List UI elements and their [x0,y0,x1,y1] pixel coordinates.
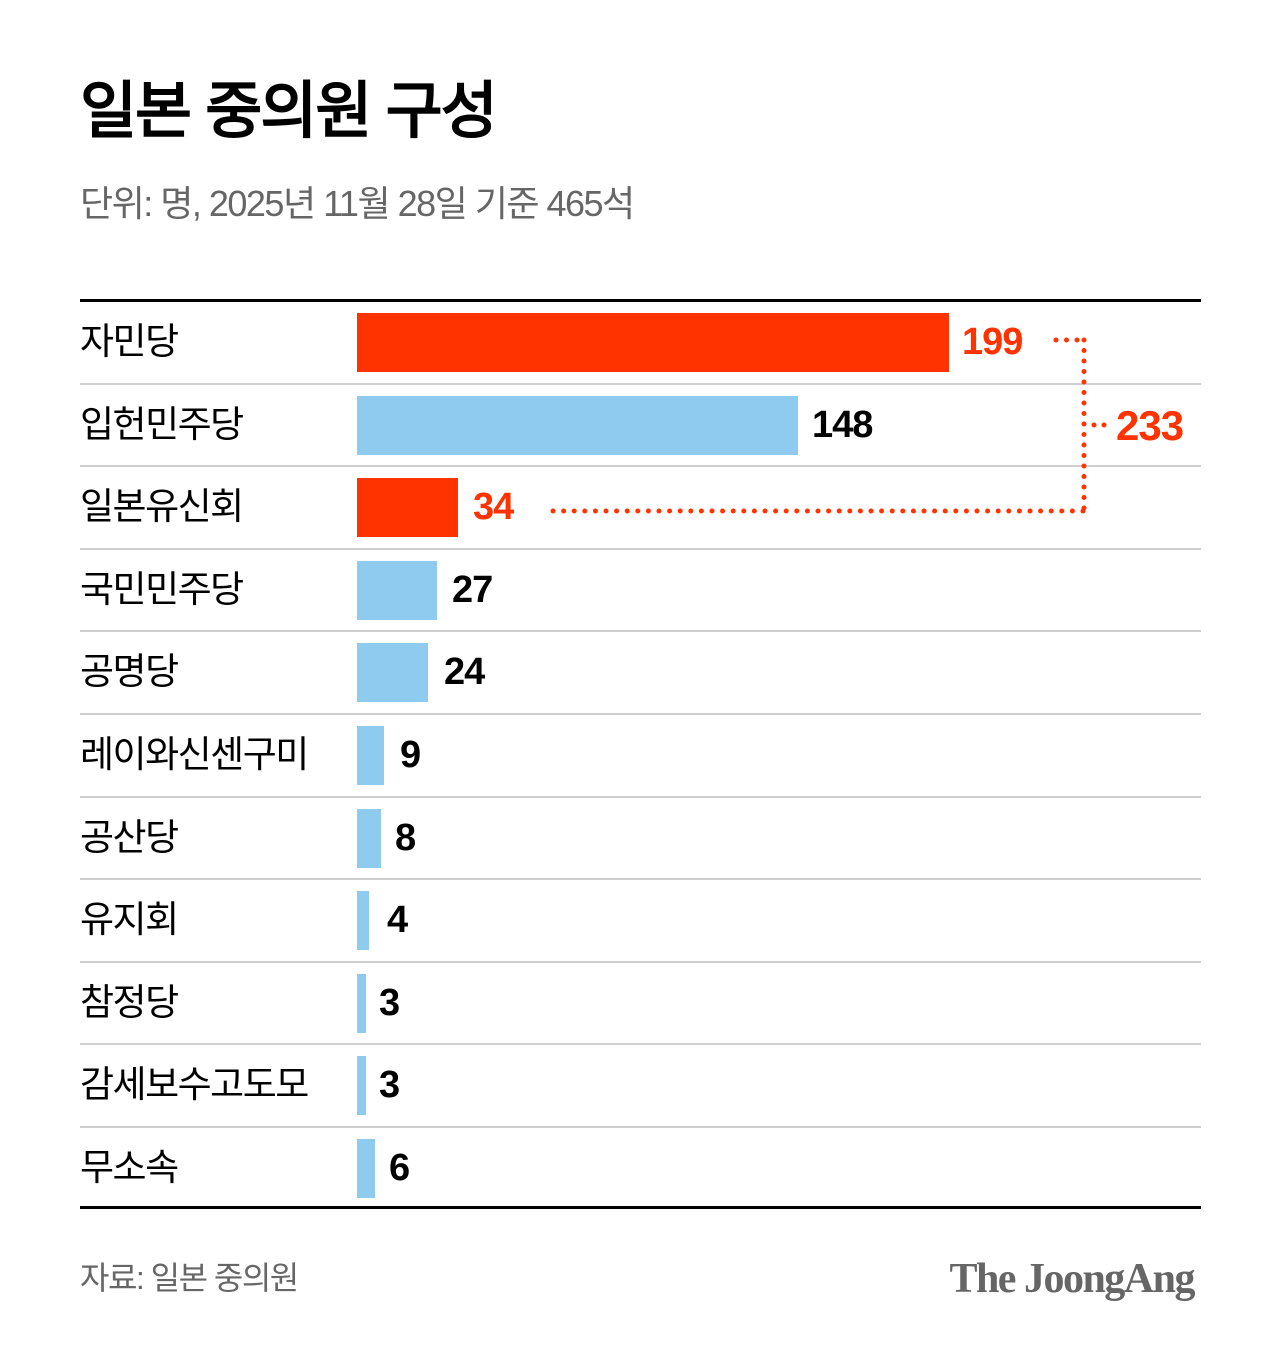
seat-value: 3 [379,981,400,1024]
seat-value: 9 [400,733,421,776]
seat-value: 3 [379,1064,400,1107]
seat-value: 27 [452,568,493,611]
bar-row: 참정당 3 [80,963,1201,1046]
bar [357,643,428,703]
bar-row: 감세보수고도모 3 [80,1045,1201,1128]
seat-value: 6 [389,1146,410,1189]
bar-row: 공산당 8 [80,798,1201,881]
bar [357,395,798,455]
party-label: 유지회 [80,899,179,941]
seat-value: 8 [395,816,416,859]
party-label: 공명당 [80,651,179,693]
bar [357,313,949,372]
bar [357,1056,366,1116]
source-note: 자료: 일본 중의원 [80,1260,299,1296]
party-label: 자민당 [80,321,179,362]
party-label: 국민민주당 [80,568,244,610]
bar-row: 국민민주당 27 [80,550,1201,633]
party-label: 무소속 [80,1146,179,1188]
seat-value: 199 [962,321,1023,363]
combined-total: 233 [1116,402,1184,449]
party-label: 참정당 [80,981,179,1023]
bar [357,1138,375,1198]
seat-value: 4 [387,899,408,942]
bar-row: 일본유신회 34 [80,467,1201,550]
bar-row: 유지회 4 [80,880,1201,963]
bar-row: 공명당 24 [80,632,1201,715]
seat-value: 34 [473,486,514,529]
party-label: 일본유신회 [80,486,244,528]
party-label: 공산당 [80,816,179,858]
bar [357,973,366,1033]
bar-row: 레이와신센구미 9 [80,715,1201,798]
bar-row: 자민당 199 [80,302,1201,385]
bar [357,808,381,868]
party-label: 레이와신센구미 [80,733,309,775]
bar-row: 입헌민주당 148 [80,385,1201,468]
bar [357,560,437,620]
party-label: 감세보수고도모 [80,1064,309,1106]
seat-value: 24 [444,651,485,694]
seat-value: 148 [812,403,873,446]
bar-chart: 자민당 199 입헌민주당 148 일본유신회 34 국민민주당 27 공명당 … [80,302,1201,1209]
chart-subtitle: 단위: 명, 2025년 11월 28일 기준 465석 [80,183,635,224]
party-label: 입헌민주당 [80,403,244,445]
top-rule [80,299,1201,302]
brand-logo: The JoongAng [949,1256,1195,1302]
bar [357,725,384,785]
chart-title: 일본 중의원 구성 [80,77,498,146]
bottom-rule [80,1206,1201,1209]
bar [357,478,458,538]
bar [357,891,369,951]
bar-row: 무소속 6 [80,1128,1201,1209]
